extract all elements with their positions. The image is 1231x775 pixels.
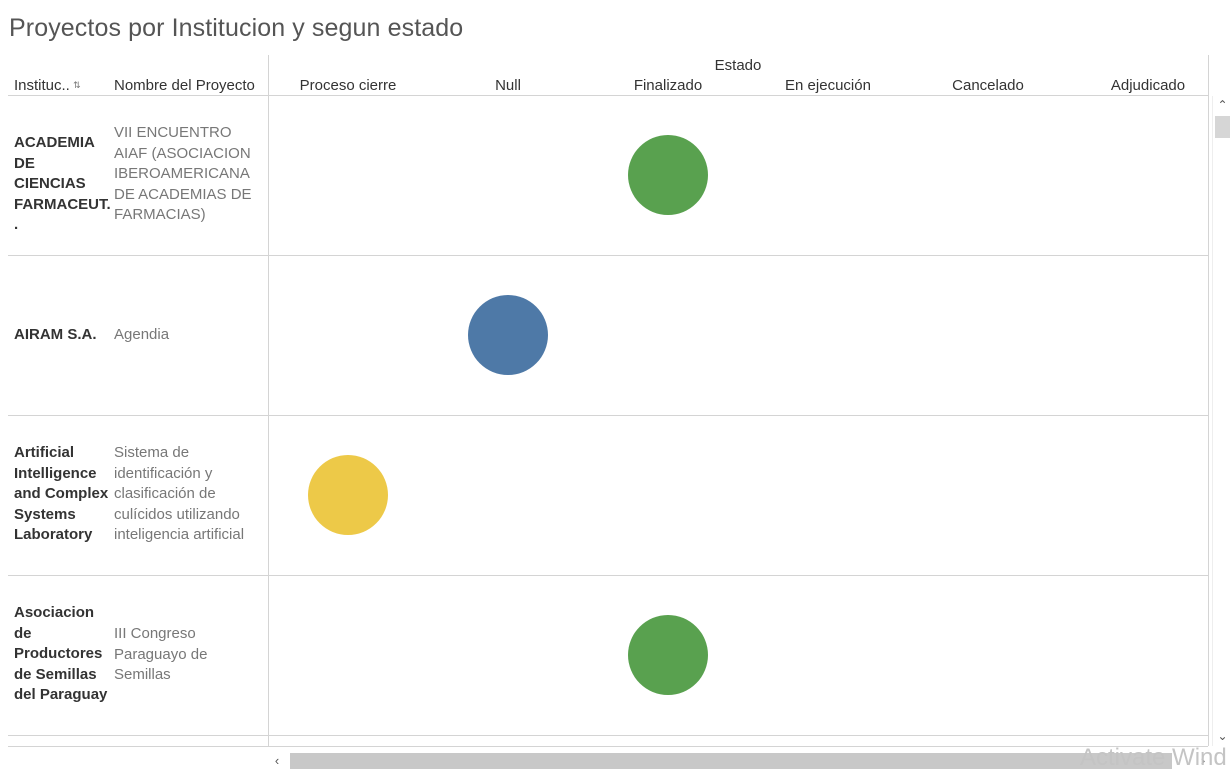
category-header: Finalizado bbox=[633, 77, 703, 94]
project-status-mark[interactable] bbox=[308, 455, 388, 535]
row-proyecto: Sistema de identificación y clasificació… bbox=[114, 444, 245, 544]
vertical-scrollbar[interactable]: ⌃ ⌄ bbox=[1212, 96, 1231, 746]
header-pane-divider bbox=[268, 55, 269, 95]
header-estado: Estado bbox=[714, 57, 762, 74]
row-divider bbox=[8, 415, 1208, 416]
sort-az-icon[interactable]: ⇅ bbox=[73, 80, 81, 90]
header-divider bbox=[8, 95, 1208, 96]
category-header: Proceso cierre bbox=[299, 77, 397, 94]
row-divider bbox=[8, 735, 1208, 736]
pane-divider bbox=[268, 96, 269, 746]
project-status-mark[interactable] bbox=[628, 615, 708, 695]
row-institucion: Asociacion de Productores de Semillas de… bbox=[14, 604, 108, 704]
scroll-left-icon[interactable]: ‹ bbox=[274, 753, 280, 768]
horizontal-scroll-thumb[interactable] bbox=[290, 753, 1172, 769]
horizontal-scrollbar[interactable]: ‹ › bbox=[268, 751, 1231, 770]
header-institucion[interactable]: Instituc.. ⇅ bbox=[14, 77, 81, 94]
pane-right-border bbox=[1208, 55, 1209, 746]
project-status-mark[interactable] bbox=[628, 135, 708, 215]
pane-bottom-border bbox=[8, 746, 1208, 747]
scroll-down-icon[interactable]: ⌄ bbox=[1217, 729, 1228, 743]
chart-plot-area bbox=[308, 135, 708, 695]
row-proyecto: Agendia bbox=[114, 326, 170, 343]
category-header: Null bbox=[495, 77, 521, 94]
row-institucion: AIRAM S.A. bbox=[14, 326, 97, 343]
row-divider bbox=[8, 255, 1208, 256]
header-institucion-label: Instituc.. bbox=[14, 77, 70, 94]
scroll-right-icon[interactable]: › bbox=[1200, 753, 1206, 768]
row-proyecto: III Congreso Paraguayo de Semillas bbox=[114, 625, 208, 684]
row-institucion: Artificial Intelligence and Complex Syst… bbox=[14, 444, 109, 544]
header-proyecto[interactable]: Nombre del Proyecto bbox=[114, 77, 255, 94]
category-header: En ejecución bbox=[785, 77, 871, 94]
scroll-up-icon[interactable]: ⌃ bbox=[1217, 98, 1228, 112]
category-header: Adjudicado bbox=[1110, 77, 1186, 94]
row-proyecto: VII ENCUENTRO AIAF (ASOCIACION IBEROAMER… bbox=[114, 124, 252, 224]
chart-title: Proyectos por Institucion y segun estado bbox=[9, 14, 464, 42]
row-divider bbox=[8, 575, 1208, 576]
activation-watermark: Activate Wind bbox=[1080, 744, 1227, 771]
row-institucion: ACADEMIA DE CIENCIAS FARMACEUT. . bbox=[14, 134, 111, 234]
project-status-mark[interactable] bbox=[468, 295, 548, 375]
vertical-scroll-thumb[interactable] bbox=[1215, 116, 1230, 138]
category-header: Cancelado bbox=[952, 77, 1024, 94]
